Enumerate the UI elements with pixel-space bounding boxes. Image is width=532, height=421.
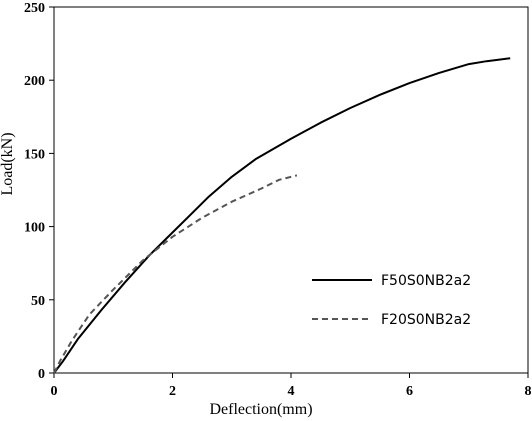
y-axis-ticks: 0 50 100 150 200 250 [24, 1, 54, 382]
legend-label: F20S0NB2a2 [381, 312, 471, 328]
x-axis-title: Deflection(mm) [209, 401, 312, 418]
legend: F50S0NB2a2 F20S0NB2a2 [312, 273, 471, 328]
x-tick-label: 2 [169, 384, 176, 399]
x-axis-ticks: 0 2 4 6 8 [51, 373, 532, 399]
y-axis-title: Load(kN) [0, 132, 16, 195]
series-line-2 [53, 174, 298, 374]
x-tick-label: 0 [51, 384, 58, 399]
y-tick-label: 250 [24, 1, 45, 16]
y-tick-label: 100 [24, 221, 45, 236]
legend-label: F50S0NB2a2 [381, 273, 471, 289]
y-tick-label: 150 [24, 147, 45, 162]
x-tick-label: 4 [288, 384, 295, 399]
series-line-1 [53, 57, 511, 374]
y-tick-label: 200 [24, 74, 45, 89]
x-tick-label: 8 [525, 384, 532, 399]
y-tick-label: 0 [38, 367, 45, 382]
x-tick-label: 6 [406, 384, 413, 399]
series-lines [53, 57, 511, 374]
y-tick-label: 50 [31, 294, 45, 309]
